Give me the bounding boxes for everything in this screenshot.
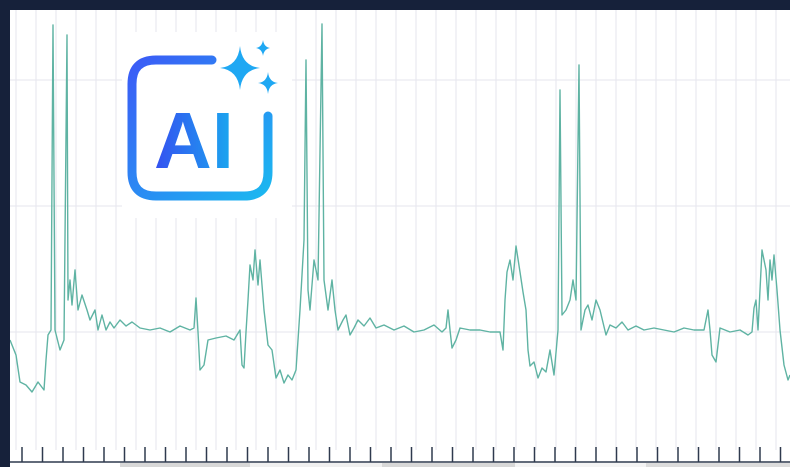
series-line-0 bbox=[10, 23, 790, 393]
frame-left bbox=[0, 0, 10, 467]
frame-top bbox=[0, 0, 790, 10]
logo-text: AI bbox=[154, 96, 234, 185]
sparkle-icon-small bbox=[258, 72, 278, 94]
ai-logo: AI bbox=[122, 32, 292, 218]
plot-area: AI bbox=[10, 10, 790, 467]
axis-strip-segment bbox=[10, 463, 120, 467]
axis-strip-segment bbox=[120, 463, 250, 467]
logo-frame bbox=[127, 55, 273, 201]
axis-strip-segment bbox=[646, 463, 790, 467]
axis-strip-segment bbox=[515, 463, 646, 467]
sparkle-icon bbox=[220, 46, 260, 90]
ai-logo-graphic: AI bbox=[127, 40, 278, 201]
axis-strip-segment bbox=[382, 463, 515, 467]
sparkle-icon-tiny bbox=[256, 40, 270, 56]
x-axis bbox=[10, 447, 790, 467]
trace-layer bbox=[10, 23, 790, 393]
axis-strip-segment bbox=[250, 463, 382, 467]
